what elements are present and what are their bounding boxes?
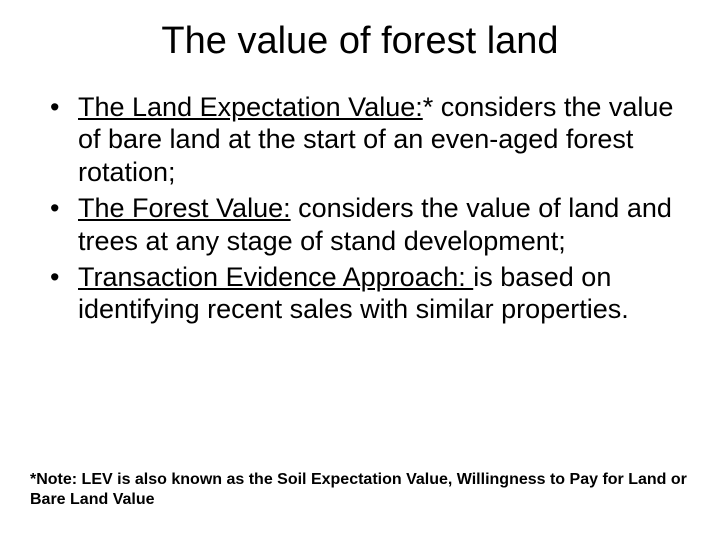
- term: The Land Expectation Value:: [78, 92, 423, 122]
- term-suffix: *: [423, 92, 434, 122]
- list-item: The Land Expectation Value:* considers t…: [50, 91, 690, 188]
- list-item: The Forest Value: considers the value of…: [50, 192, 690, 257]
- bullet-list: The Land Expectation Value:* considers t…: [30, 91, 690, 326]
- list-item: Transaction Evidence Approach: is based …: [50, 261, 690, 326]
- term: The Forest Value:: [78, 193, 291, 223]
- footnote: *Note: LEV is also known as the Soil Exp…: [30, 470, 690, 510]
- slide: The value of forest land The Land Expect…: [0, 0, 720, 540]
- slide-title: The value of forest land: [30, 20, 690, 63]
- term: Transaction Evidence Approach:: [78, 262, 473, 292]
